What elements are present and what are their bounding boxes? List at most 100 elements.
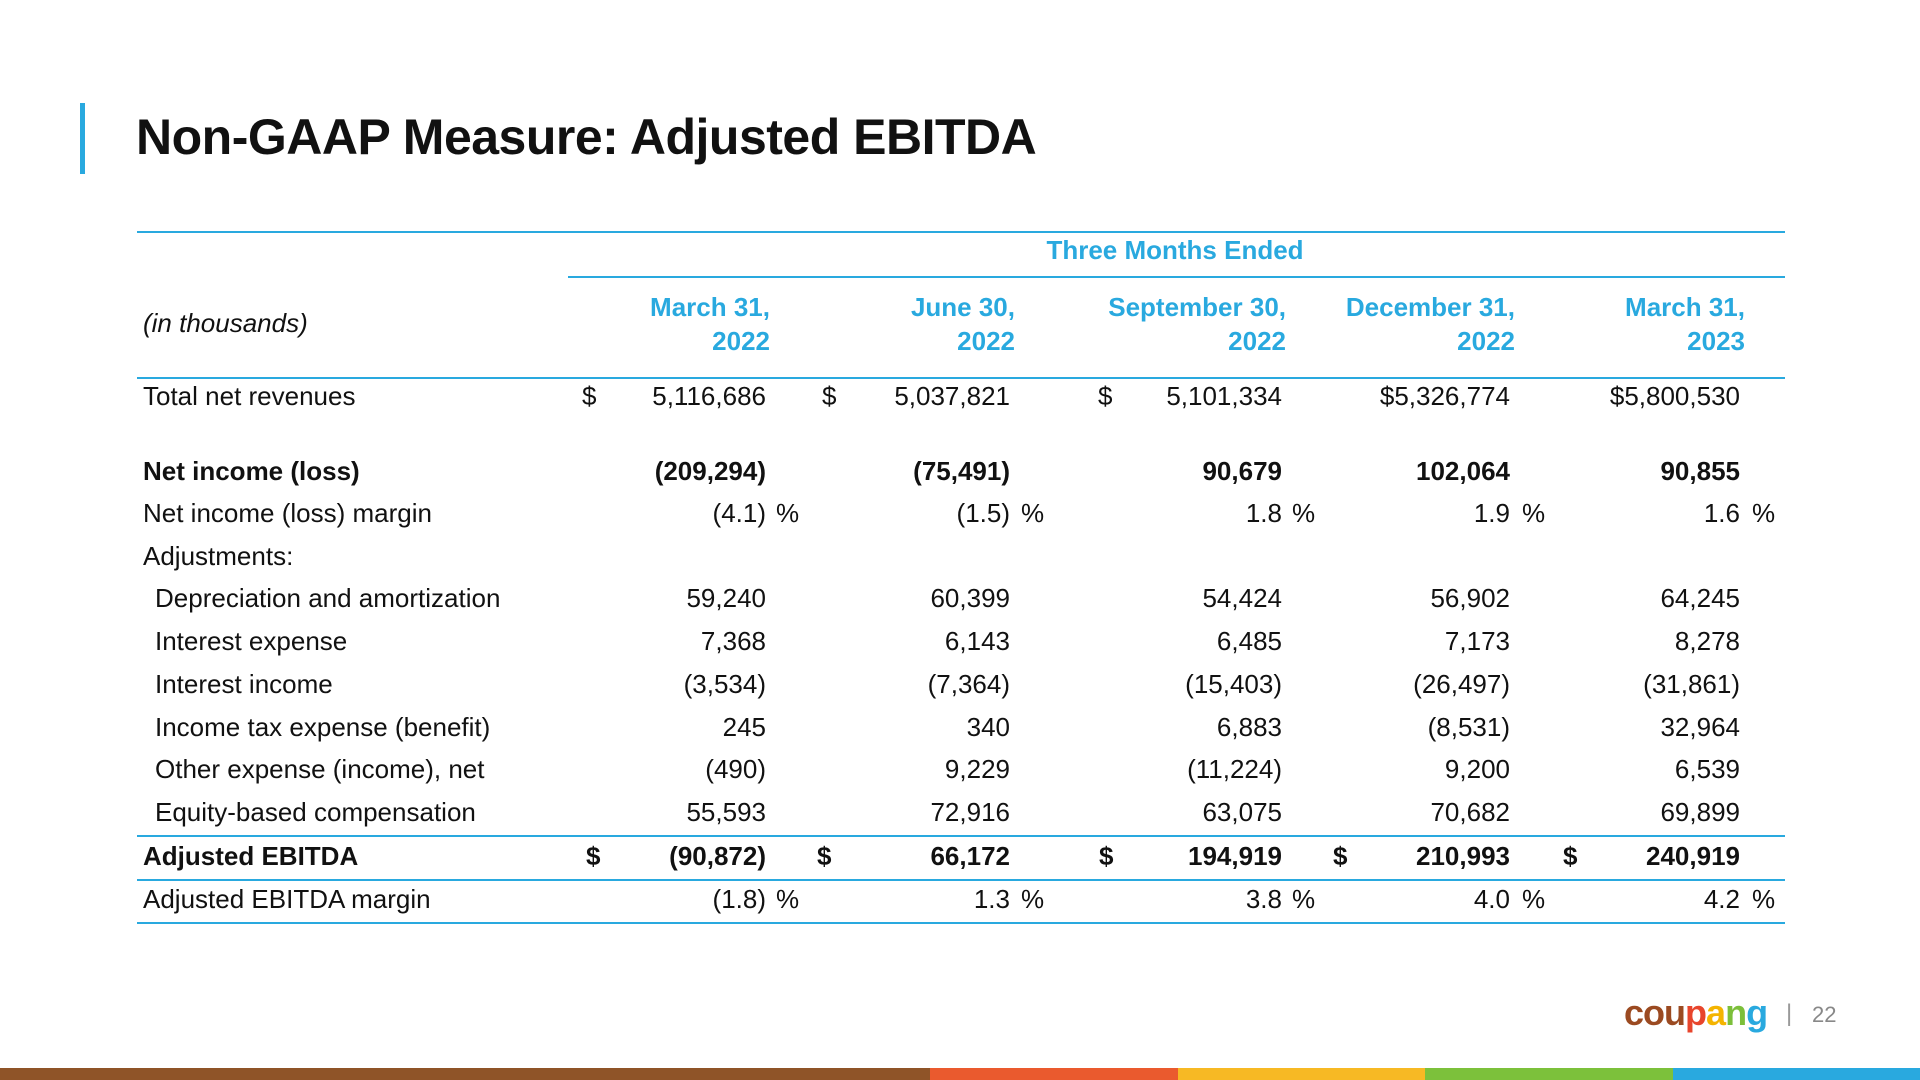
table-cell: 59,240 bbox=[686, 583, 766, 613]
row-label-total-net-revenues: Total net revenues bbox=[143, 381, 356, 411]
table-cell: 54,424 bbox=[1202, 583, 1282, 613]
currency-symbol: $ bbox=[582, 381, 597, 411]
logo-letter: o bbox=[1643, 992, 1665, 1033]
logo-letter: u bbox=[1664, 992, 1686, 1033]
table-cell: 55,593 bbox=[686, 797, 766, 827]
column-header: June 30, 2022 bbox=[805, 290, 1015, 358]
table-cell: 5,037,821 bbox=[894, 381, 1010, 411]
currency-symbol: $ bbox=[822, 381, 837, 411]
column-header: March 31, 2022 bbox=[560, 290, 770, 358]
table-cell: 102,064 bbox=[1416, 456, 1510, 486]
footer-stripe-blue bbox=[1673, 1068, 1920, 1080]
table-cell: 3.8 bbox=[1245, 884, 1282, 914]
percent-symbol: % bbox=[1292, 884, 1316, 914]
table-cell: (15,403) bbox=[1185, 669, 1282, 699]
page-title: Non-GAAP Measure: Adjusted EBITDA bbox=[136, 109, 1037, 165]
group-header-rule bbox=[568, 276, 1785, 278]
table-cell: 60,399 bbox=[930, 583, 1010, 613]
table-cell: 4.0 bbox=[1473, 884, 1510, 914]
coupang-logo: coupang bbox=[1624, 992, 1768, 1034]
table-cell: 9,200 bbox=[1444, 754, 1510, 784]
row-label-net-income-margin: Net income (loss) margin bbox=[143, 498, 432, 528]
table-cell: 90,855 bbox=[1660, 456, 1740, 486]
table-cell: 7,173 bbox=[1444, 626, 1510, 656]
row-label-income-tax: Income tax expense (benefit) bbox=[155, 712, 491, 742]
table-cell: 1.9 bbox=[1473, 498, 1510, 528]
column-header-line1: March 31, bbox=[650, 292, 770, 322]
logo-letter: a bbox=[1706, 992, 1726, 1033]
percent-symbol: % bbox=[1021, 884, 1045, 914]
row-label-adjusted-ebitda: Adjusted EBITDA bbox=[143, 841, 359, 871]
adjusted-ebitda-top-rule bbox=[137, 835, 1785, 837]
footer-stripe-yellow bbox=[1178, 1068, 1425, 1080]
logo-letter: g bbox=[1746, 992, 1768, 1033]
column-header-line2: 2022 bbox=[957, 326, 1015, 356]
table-cell: 5,101,334 bbox=[1166, 381, 1282, 411]
table-cell: 72,916 bbox=[930, 797, 1010, 827]
table-cell: (7,364) bbox=[927, 669, 1010, 699]
table-cell: (1.5) bbox=[956, 498, 1010, 528]
percent-symbol: % bbox=[1292, 498, 1316, 528]
page-number: 22 bbox=[1812, 1002, 1837, 1027]
column-header: March 31, 2023 bbox=[1530, 290, 1745, 358]
footer-stripe-brown bbox=[0, 1068, 930, 1080]
currency-symbol: $ bbox=[817, 841, 832, 871]
table-cell: 1.3 bbox=[973, 884, 1010, 914]
group-header: Three Months Ended bbox=[1046, 235, 1304, 265]
table-cell: (4.1) bbox=[712, 498, 766, 528]
column-header: December 31, 2022 bbox=[1280, 290, 1515, 358]
header-bottom-rule bbox=[137, 377, 1785, 379]
currency-symbol: $ bbox=[1098, 381, 1113, 411]
table-cell: 5,116,686 bbox=[652, 381, 766, 411]
row-label-adjusted-ebitda-margin: Adjusted EBITDA margin bbox=[143, 884, 431, 914]
currency-symbol: $ bbox=[1563, 841, 1578, 871]
table-cell: 1.6 bbox=[1703, 498, 1740, 528]
percent-symbol: % bbox=[1752, 498, 1776, 528]
table-cell: 69,899 bbox=[1660, 797, 1740, 827]
table-cell: (26,497) bbox=[1413, 669, 1510, 699]
table-cell: 64,245 bbox=[1660, 583, 1740, 613]
table-cell: 32,964 bbox=[1660, 712, 1740, 742]
table-cell: (75,491) bbox=[913, 456, 1010, 486]
column-header-line1: March 31, bbox=[1625, 292, 1745, 322]
table-cell: 7,368 bbox=[700, 626, 766, 656]
table-cell: (31,861) bbox=[1643, 669, 1740, 699]
logo-letter: c bbox=[1624, 992, 1644, 1033]
table-cell: (8,531) bbox=[1427, 712, 1510, 742]
row-label-depreciation: Depreciation and amortization bbox=[155, 583, 501, 613]
row-label-interest-expense: Interest expense bbox=[155, 626, 348, 656]
table-cell: 9,229 bbox=[944, 754, 1010, 784]
row-label-interest-income: Interest income bbox=[155, 669, 333, 699]
table-cell: 6,539 bbox=[1674, 754, 1740, 784]
row-label-equity-comp: Equity-based compensation bbox=[155, 797, 476, 827]
column-header-line1: September 30, bbox=[1108, 292, 1286, 322]
column-header-line2: 2022 bbox=[1457, 326, 1515, 356]
row-label-adjustments: Adjustments: bbox=[143, 541, 294, 571]
table-cell: 6,883 bbox=[1216, 712, 1282, 742]
table-cell: 340 bbox=[966, 712, 1010, 742]
table-cell: (209,294) bbox=[654, 456, 766, 486]
table-cell: $5,800,530 bbox=[1609, 381, 1740, 411]
column-header-line2: 2023 bbox=[1687, 326, 1745, 356]
column-header-line1: December 31, bbox=[1345, 292, 1515, 322]
currency-symbol: $ bbox=[1333, 841, 1348, 871]
percent-symbol: % bbox=[1021, 498, 1045, 528]
table-cell: 8,278 bbox=[1674, 626, 1740, 656]
column-header: September 30, 2022 bbox=[1030, 290, 1286, 358]
title-accent-bar bbox=[80, 103, 85, 174]
table-bottom-rule bbox=[137, 922, 1785, 924]
row-label-other-expense: Other expense (income), net bbox=[155, 754, 485, 784]
table-cell: $5,326,774 bbox=[1379, 381, 1510, 411]
logo-letter: n bbox=[1725, 992, 1747, 1033]
table-cell: 63,075 bbox=[1202, 797, 1282, 827]
table-cell: 56,902 bbox=[1430, 583, 1510, 613]
table-cell: 240,919 bbox=[1646, 841, 1740, 871]
currency-symbol: $ bbox=[586, 841, 601, 871]
percent-symbol: % bbox=[1752, 884, 1776, 914]
row-label-net-income: Net income (loss) bbox=[143, 456, 360, 486]
table-cell: 210,993 bbox=[1416, 841, 1510, 871]
footer-stripe-red bbox=[930, 1068, 1178, 1080]
currency-symbol: $ bbox=[1099, 841, 1114, 871]
table-cell: 90,679 bbox=[1202, 456, 1282, 486]
percent-symbol: % bbox=[776, 498, 800, 528]
